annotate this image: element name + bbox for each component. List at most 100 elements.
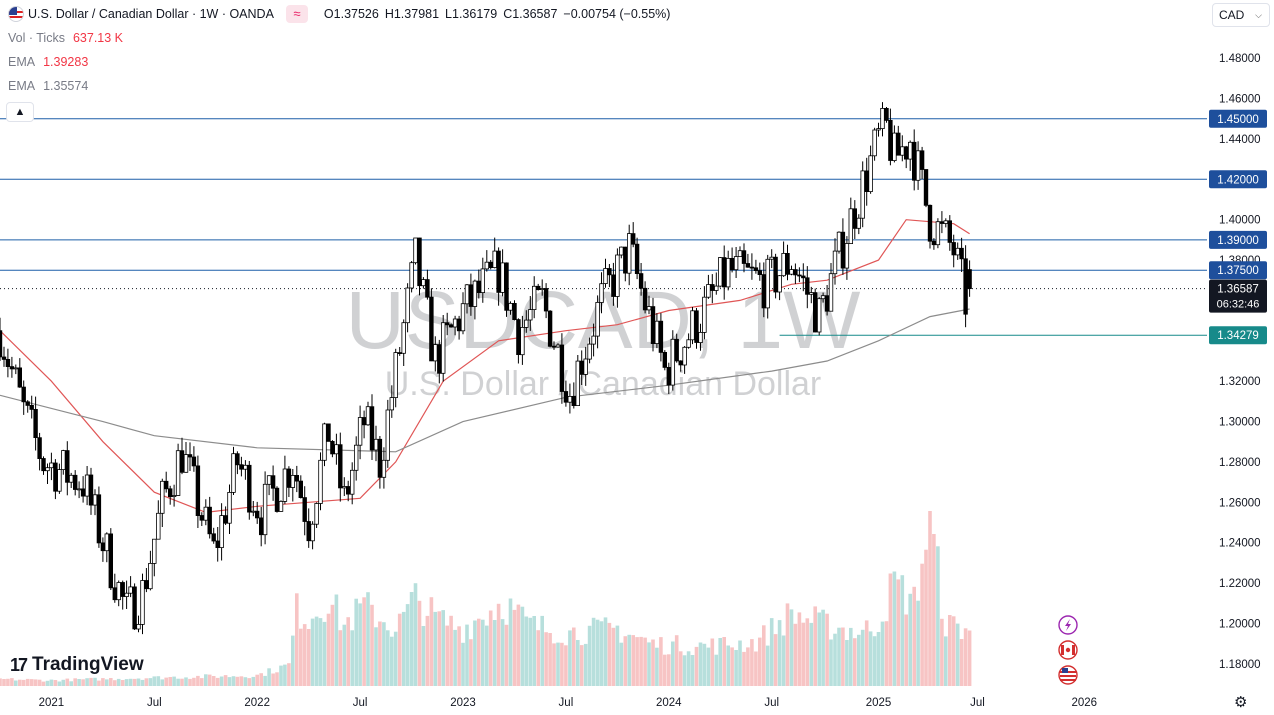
candle: [773, 253, 778, 299]
volume-bar: [758, 637, 762, 686]
candle: [690, 307, 695, 345]
candle: [674, 333, 679, 363]
candle: [417, 237, 422, 296]
candle-body: [888, 120, 893, 161]
candle-body: [290, 474, 295, 488]
wave-icon[interactable]: ≈: [285, 5, 308, 23]
candle-body: [480, 268, 485, 293]
candle-body: [852, 208, 857, 229]
candle-body: [579, 360, 584, 375]
candle-body: [753, 267, 759, 271]
volume-bar: [730, 647, 734, 686]
volume-bar: [924, 549, 928, 686]
volume-bar: [417, 600, 422, 686]
gear-icon[interactable]: ⚙: [1234, 694, 1248, 711]
volume-bar: [552, 643, 556, 686]
volume-bar: [334, 594, 339, 686]
volume-bar: [667, 654, 671, 686]
candle-body: [45, 467, 50, 472]
candle: [805, 266, 810, 309]
volume-bar: [536, 630, 540, 686]
candle-body: [912, 141, 917, 181]
hline-label: 1.37500: [1217, 265, 1259, 277]
candle: [136, 615, 141, 633]
volume-bar: [868, 631, 873, 686]
volume-bar: [0, 678, 2, 686]
candle: [140, 573, 145, 635]
candle: [80, 476, 86, 503]
volume-bar: [936, 546, 940, 686]
candle: [611, 262, 616, 306]
tradingview-logo[interactable]: 17 TradingView: [10, 654, 144, 676]
ohlc-high: H1.37981: [384, 7, 440, 21]
candle-body: [231, 453, 236, 493]
time-tick-label: 2023: [450, 697, 476, 709]
symbol-title[interactable]: U.S. Dollar / Canadian Dollar · 1W · OAN…: [28, 7, 274, 21]
volume-bar: [528, 617, 533, 686]
canada-flag-icon[interactable]: [1058, 640, 1078, 660]
time-axis[interactable]: 2021 Jul 2022 Jul 2023 Jul 2024 Jul 2025 Jul 2026: [0, 688, 1207, 715]
candle-body: [5, 358, 11, 367]
candle: [393, 348, 398, 408]
currency-select[interactable]: CAD ⌵: [1212, 3, 1270, 27]
candle: [49, 452, 54, 481]
volume-bar: [41, 681, 46, 686]
candle-body: [575, 360, 580, 407]
volume-bar: [69, 681, 73, 686]
candle-body: [100, 542, 106, 552]
us-flag-icon[interactable]: [1058, 665, 1078, 685]
volume-bar: [896, 579, 901, 686]
volume-bar: [829, 639, 833, 686]
candle-body: [809, 292, 814, 295]
volume-bar: [61, 679, 66, 686]
hline-label-bg: [1209, 230, 1267, 249]
volume-bar: [714, 654, 719, 686]
side-icons[interactable]: [1058, 615, 1078, 685]
volume-bar: [639, 636, 643, 686]
candle-body: [393, 352, 398, 399]
candle: [547, 310, 553, 348]
candle-body: [373, 438, 379, 451]
candle-body: [856, 217, 861, 229]
volume-bar: [765, 645, 770, 686]
candle-body: [832, 250, 838, 275]
candle: [947, 215, 952, 251]
candle-body: [595, 301, 600, 337]
ema-slow-legend[interactable]: EMA 1.35574: [8, 78, 670, 94]
candle-body: [120, 582, 125, 597]
candle-body: [37, 437, 42, 460]
price-tick-label: 1.44000: [1219, 134, 1261, 146]
volume-bar: [429, 597, 434, 686]
volume-bar: [706, 647, 711, 686]
candle: [666, 362, 671, 394]
price-axis[interactable]: 1.480001.460001.440001.400001.380001.320…: [1207, 0, 1274, 715]
candle-body: [132, 586, 137, 630]
volume-legend[interactable]: Vol · Ticks 637.13 K: [8, 30, 670, 46]
candle-body: [65, 450, 70, 483]
candle-body: [765, 258, 770, 309]
ema-fast-legend[interactable]: EMA 1.39283: [8, 54, 670, 70]
candle-body: [254, 510, 260, 519]
candle-body: [923, 169, 929, 206]
collapse-legend-button[interactable]: ▲: [6, 102, 34, 122]
candle-body: [322, 423, 327, 461]
candle-body: [508, 302, 513, 311]
candle: [385, 399, 390, 468]
price-tick-label: 1.46000: [1219, 94, 1261, 106]
currency-value: CAD: [1219, 8, 1245, 22]
candle: [872, 127, 877, 161]
volume-bar: [279, 665, 283, 686]
candle-body: [718, 257, 723, 287]
candle-body: [211, 533, 216, 542]
volume-bar: [635, 637, 639, 686]
volume-bar: [259, 673, 263, 686]
candle-body: [840, 231, 846, 269]
volume-bar: [607, 622, 612, 686]
candle-body: [749, 266, 755, 269]
candle: [896, 125, 901, 156]
volume-bar: [29, 679, 34, 686]
candle: [726, 250, 731, 291]
volume-bar: [500, 619, 505, 686]
candle: [595, 295, 600, 349]
